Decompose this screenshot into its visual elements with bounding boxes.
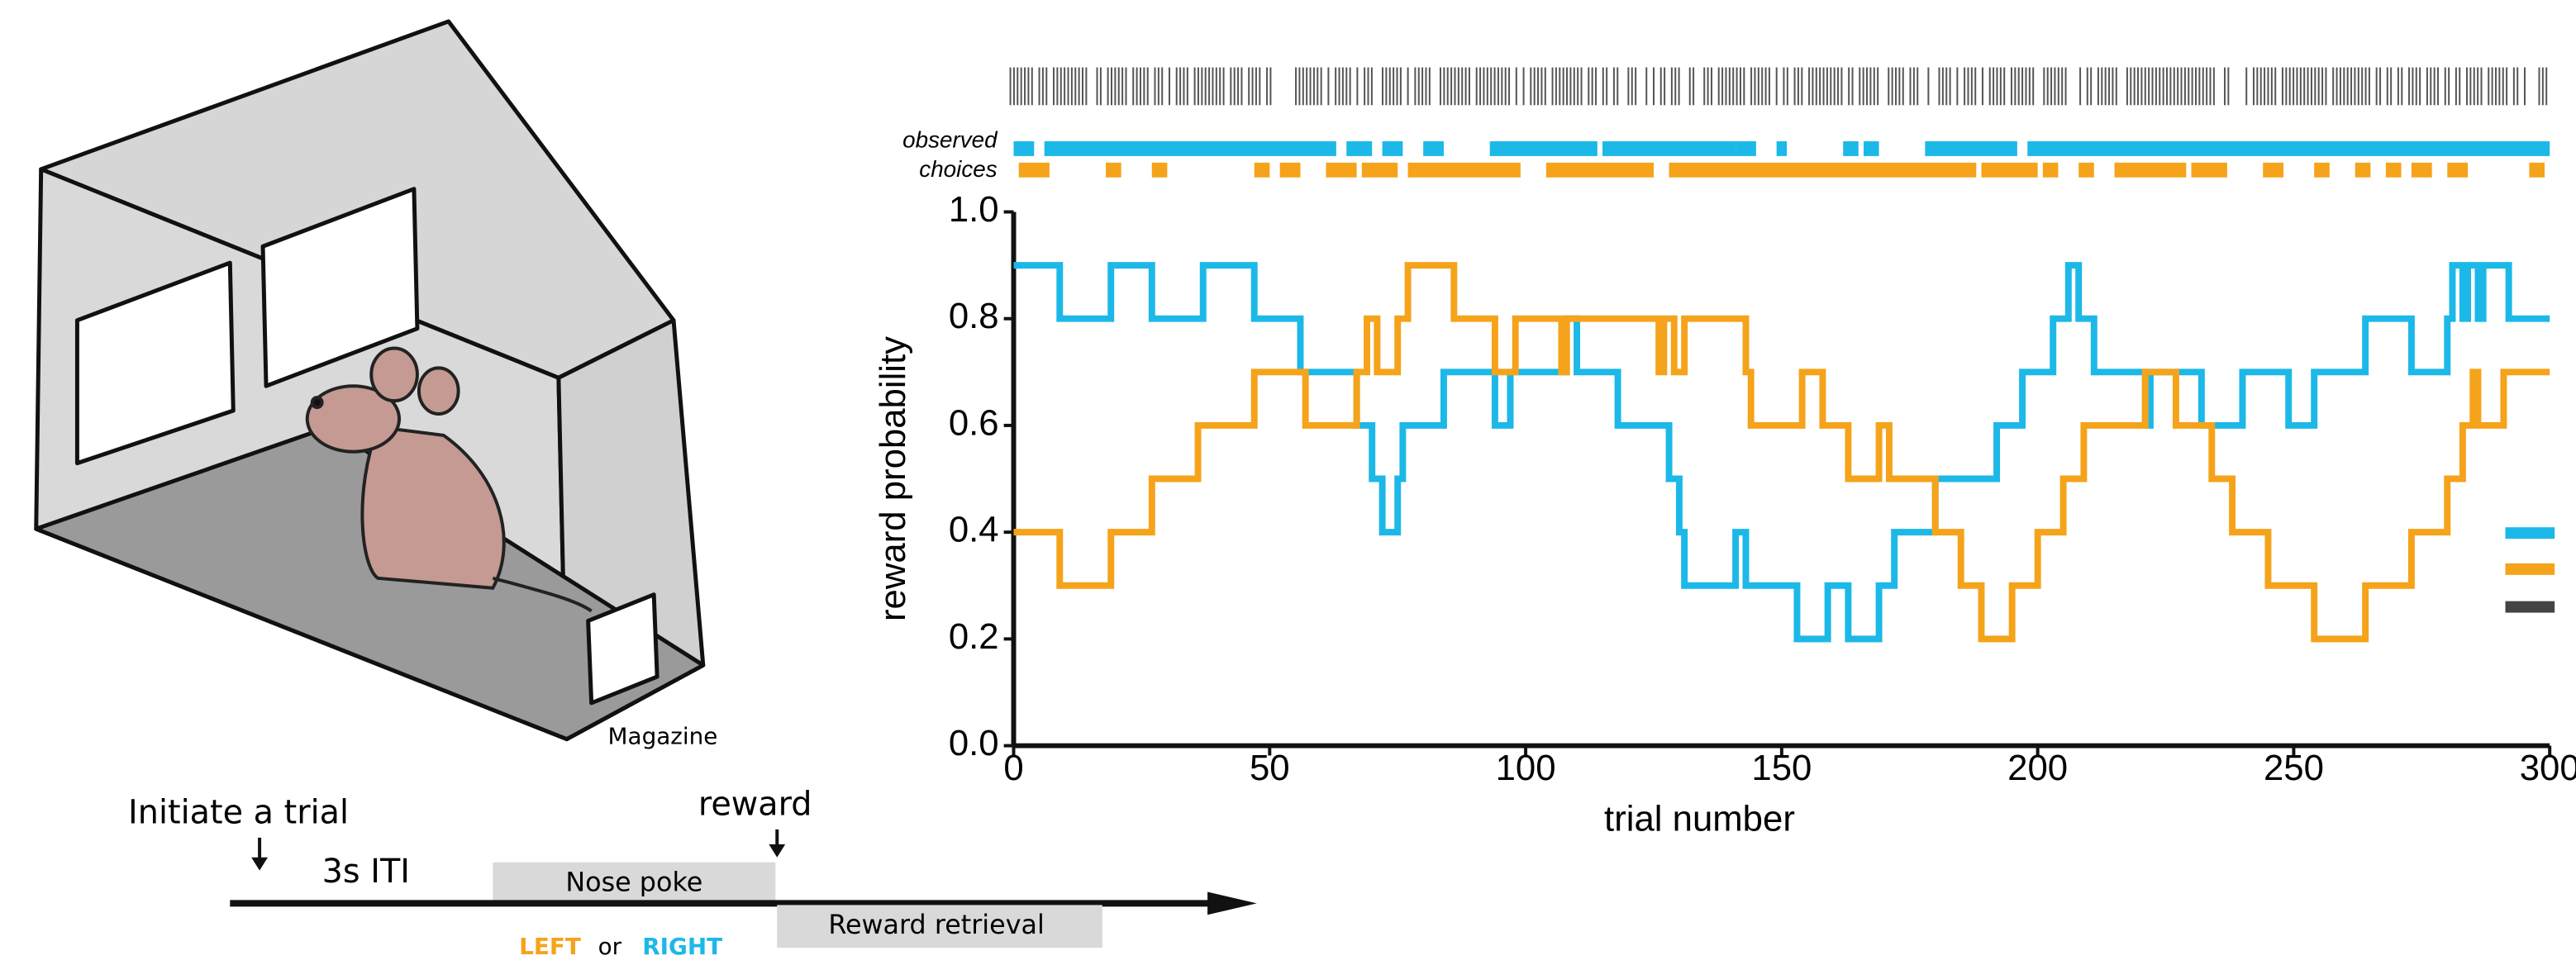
y-tick-label: 1.0 <box>949 189 999 230</box>
left-label: LEFT <box>519 933 581 960</box>
x-tick-label: 0 <box>1003 748 1023 788</box>
choice-bar <box>1981 162 2038 178</box>
x-tick-label: 250 <box>2264 748 2324 788</box>
choice-bar <box>1843 141 1859 156</box>
x-tick-label: 50 <box>1250 748 1290 788</box>
x-tick-label: 100 <box>1496 748 1556 788</box>
y-tick-label: 0.0 <box>949 723 999 763</box>
choice-bar <box>1736 141 1756 156</box>
series-line <box>1013 262 2550 643</box>
choice-bar <box>1326 162 1357 178</box>
choice-bar <box>2314 162 2330 178</box>
reward-label: reward <box>698 786 812 824</box>
choice-bar <box>1669 162 1977 178</box>
choice-bar <box>1361 162 1398 178</box>
x-tick-label: 200 <box>2007 748 2068 788</box>
choice-bar <box>2529 162 2545 178</box>
choice-bar <box>1044 141 1336 156</box>
choice-bar <box>1346 141 1373 156</box>
legend-swatch <box>2505 527 2555 540</box>
choice-bar <box>2355 162 2371 178</box>
choice-bar <box>1925 141 2017 156</box>
choice-bar <box>2078 162 2094 178</box>
choice-bar <box>1545 162 1654 178</box>
nose-poke-box <box>493 862 776 902</box>
trial-raster <box>1009 67 2548 106</box>
choice-bar <box>1602 141 1736 156</box>
iti-label: 3s ITI <box>322 853 410 891</box>
or-label: or <box>598 933 622 960</box>
choice-bar <box>1489 141 1598 156</box>
choice-bar <box>2385 162 2402 178</box>
arrowhead <box>251 857 269 871</box>
choice-bar <box>1382 141 1403 156</box>
retrieval-box <box>777 905 1102 948</box>
cage <box>34 19 706 742</box>
series-line <box>1013 262 2550 643</box>
legend-swatch <box>2505 563 2555 575</box>
y-tick-label: 0.4 <box>949 510 999 550</box>
x-axis-label: trial number <box>1604 799 1795 839</box>
y-tick-label: 0.8 <box>949 296 999 336</box>
y-axis-label: reward probability <box>873 336 913 621</box>
right-label: RIGHT <box>642 933 722 960</box>
arrowhead <box>769 844 786 858</box>
arrowhead <box>1207 891 1257 915</box>
choice-bar <box>1279 162 1301 178</box>
choice-bar <box>2447 162 2469 178</box>
choice-bar <box>2191 162 2227 178</box>
legend <box>2505 527 2555 613</box>
choice-bar <box>2114 162 2187 178</box>
initiate-label: Initiate a trial <box>128 794 349 832</box>
choice-bar <box>1151 162 1168 178</box>
y-tick-label: 0.2 <box>949 616 999 657</box>
x-tick-label: 300 <box>2520 748 2576 788</box>
choice-bar <box>2263 162 2284 178</box>
choice-bar <box>1776 141 1788 156</box>
magazine-label: Magazine <box>608 723 718 750</box>
y-tick-label: 0.6 <box>949 402 999 443</box>
choice-bar <box>2042 162 2059 178</box>
nose-poke-label: Nose poke <box>565 868 702 898</box>
x-tick-label: 150 <box>1751 748 1812 788</box>
mouse <box>305 346 593 613</box>
choice-bar <box>1254 162 1270 178</box>
choice-bar <box>1106 162 1121 178</box>
choice-bar <box>1863 141 1879 156</box>
choice-bar <box>2027 141 2550 156</box>
choice-bar <box>1018 162 1050 178</box>
choice-bar <box>1013 141 1035 156</box>
choice-bar <box>1423 141 1444 156</box>
choice-bar <box>2411 162 2432 178</box>
choices-label: choices <box>919 156 997 182</box>
choices-label: observed <box>902 126 998 152</box>
legend-swatch <box>2505 601 2555 613</box>
retrieval-label: Reward retrieval <box>828 910 1045 940</box>
choice-bar <box>1407 162 1521 178</box>
